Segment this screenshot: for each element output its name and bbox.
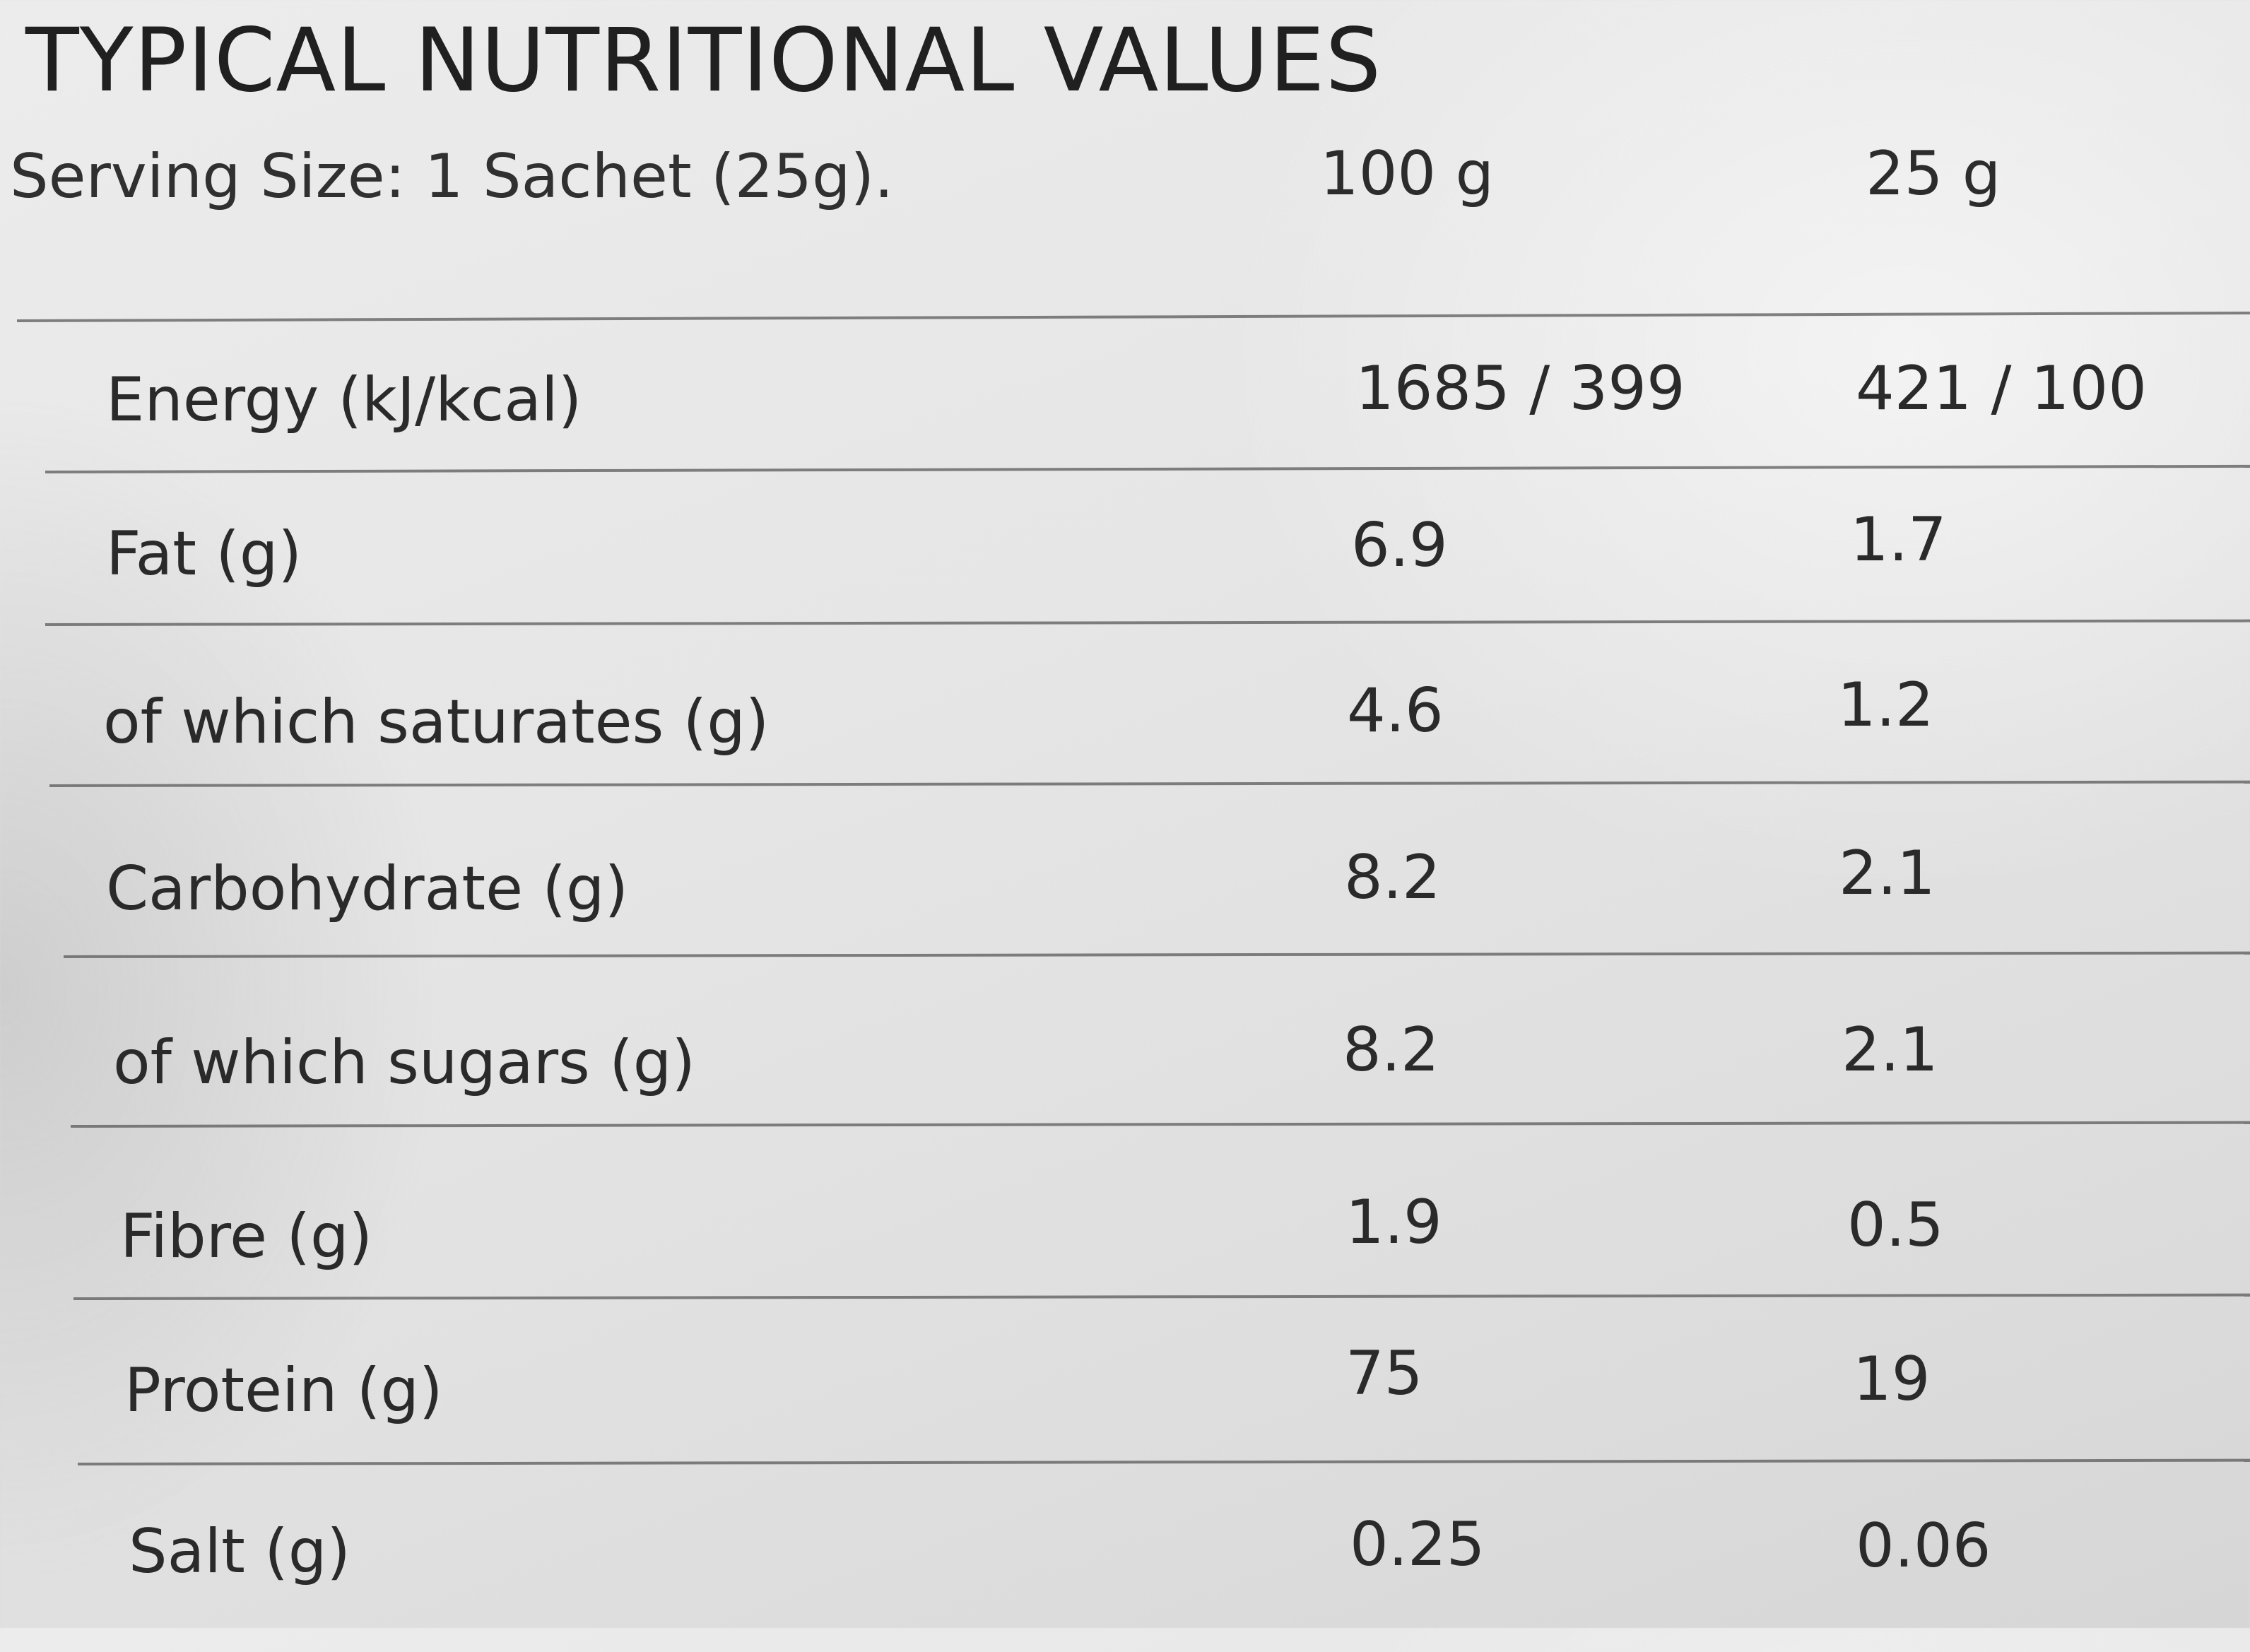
value-per-100g: 75 bbox=[1345, 1338, 1423, 1409]
value-per-serving: 1.7 bbox=[1850, 505, 1947, 575]
value-per-serving: 0.06 bbox=[1856, 1511, 1991, 1581]
serving-size: Serving Size: 1 Sachet (25g). bbox=[10, 141, 894, 212]
nutrient-name: Fat (g) bbox=[106, 519, 302, 589]
nutrient-name: Protein (g) bbox=[124, 1355, 443, 1426]
value-per-100g: 8.2 bbox=[1343, 1015, 1439, 1085]
value-per-serving: 0.5 bbox=[1847, 1190, 1944, 1261]
nutrient-name: Energy (kJ/kcal) bbox=[106, 365, 582, 435]
table-row: of which sugars (g) 8.2 2.1 bbox=[0, 1015, 2250, 1162]
nutrient-name: Salt (g) bbox=[129, 1516, 351, 1587]
value-per-100g: 1.9 bbox=[1345, 1187, 1442, 1258]
value-per-100g: 8.2 bbox=[1344, 842, 1441, 913]
column-header-per-100g: 100 g bbox=[1320, 138, 1495, 209]
value-per-100g: 4.6 bbox=[1347, 675, 1444, 746]
value-per-100g: 1685 / 399 bbox=[1355, 353, 1685, 424]
table-row: Carbohydrate (g) 8.2 2.1 bbox=[0, 838, 2250, 986]
table-row: of which saturates (g) 4.6 1.2 bbox=[0, 670, 2250, 820]
value-per-100g: 6.9 bbox=[1351, 510, 1448, 581]
value-per-serving: 2.1 bbox=[1839, 838, 1936, 909]
value-per-serving: 421 / 100 bbox=[1856, 353, 2147, 424]
table-row: Protein (g) 75 19 bbox=[0, 1338, 2250, 1488]
nutrient-name: Fibre (g) bbox=[120, 1201, 373, 1272]
table-row: Salt (g) 0.25 0.06 bbox=[0, 1509, 2250, 1652]
value-per-serving: 19 bbox=[1853, 1344, 1931, 1415]
table-row: Energy (kJ/kcal) 1685 / 399 421 / 100 bbox=[0, 353, 2250, 495]
label-title: TYPICAL NUTRITIONAL VALUES bbox=[25, 10, 1382, 112]
value-per-serving: 2.1 bbox=[1842, 1015, 1938, 1085]
table-rule bbox=[16, 311, 2250, 322]
value-per-100g: 0.25 bbox=[1350, 1509, 1485, 1580]
column-header-per-serving: 25 g bbox=[1866, 138, 2001, 209]
nutrient-name: of which saturates (g) bbox=[103, 687, 770, 757]
nutrient-name: of which sugars (g) bbox=[113, 1027, 695, 1098]
nutrient-name: Carbohydrate (g) bbox=[106, 854, 629, 924]
value-per-serving: 1.2 bbox=[1837, 670, 1934, 741]
table-row: Fibre (g) 1.9 0.5 bbox=[0, 1187, 2250, 1334]
table-row: Fat (g) 6.9 1.7 bbox=[0, 505, 2250, 651]
